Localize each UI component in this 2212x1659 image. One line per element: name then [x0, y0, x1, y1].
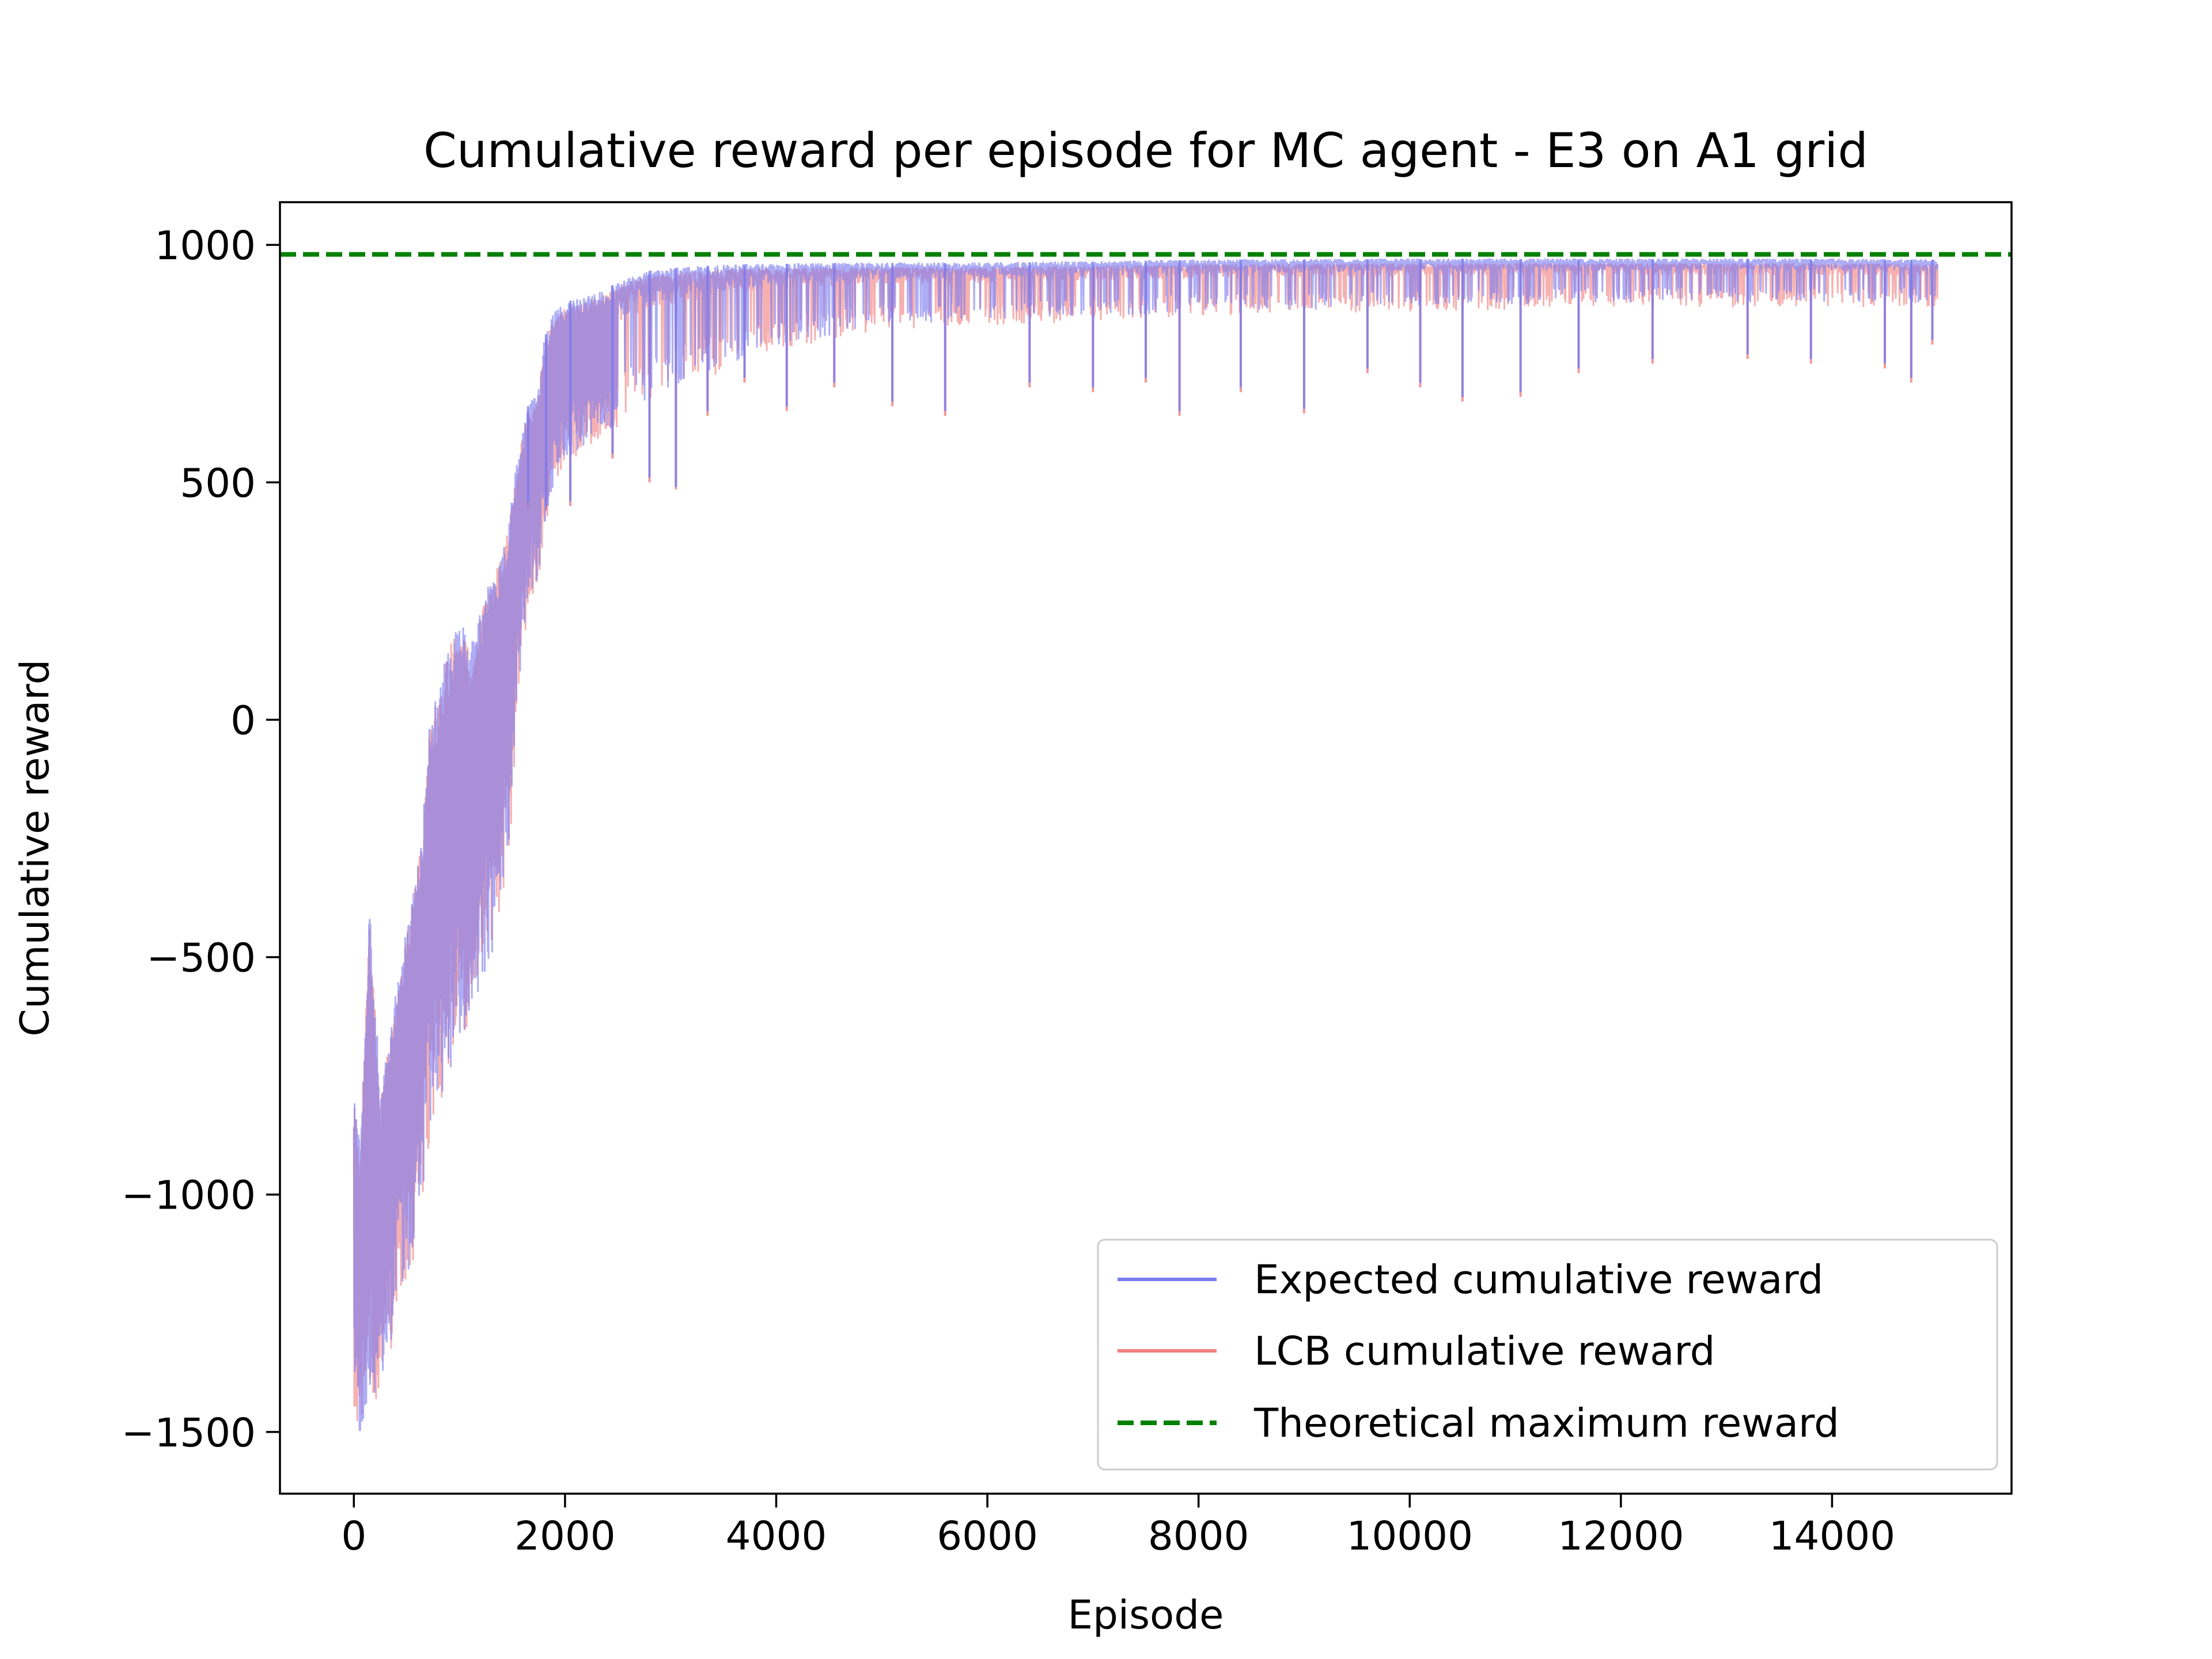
y-tick-label: 1000: [154, 223, 256, 269]
x-tick-label: 4000: [726, 1513, 827, 1559]
legend: Expected cumulative reward LCB cumulativ…: [1097, 1238, 1998, 1471]
x-tick-label: 2000: [514, 1513, 616, 1559]
legend-label-lcb: LCB cumulative reward: [1254, 1328, 1715, 1374]
x-tick-label: 6000: [937, 1513, 1038, 1559]
x-tick-label: 12000: [1558, 1513, 1684, 1559]
x-axis-label: Episode: [1068, 1592, 1224, 1638]
legend-box: [1097, 1238, 1998, 1471]
x-tick-label: 14000: [1769, 1513, 1896, 1559]
x-axis: 0 2000 4000 6000 8000 10000 12000 14000: [341, 1494, 1895, 1559]
chart-title: Cumulative reward per episode for MC age…: [423, 123, 1868, 179]
legend-label-expected: Expected cumulative reward: [1254, 1257, 1823, 1303]
plot-frame: [279, 201, 2013, 1495]
y-tick-label: −1000: [122, 1173, 256, 1219]
y-axis-label: Cumulative reward: [12, 660, 58, 1037]
legend-label-theoretical: Theoretical maximum reward: [1253, 1400, 1839, 1446]
series-layer: [280, 252, 2012, 1431]
x-tick-label: 8000: [1148, 1513, 1249, 1559]
y-axis: −1500 −1000 −500 0 500 1000: [122, 223, 280, 1456]
y-tick-label: 0: [230, 698, 256, 744]
x-tick-label: 0: [341, 1513, 366, 1559]
y-tick-label: 500: [180, 460, 256, 506]
y-tick-label: −1500: [122, 1410, 256, 1456]
y-tick-label: −500: [146, 935, 256, 982]
x-tick-label: 10000: [1346, 1513, 1473, 1559]
